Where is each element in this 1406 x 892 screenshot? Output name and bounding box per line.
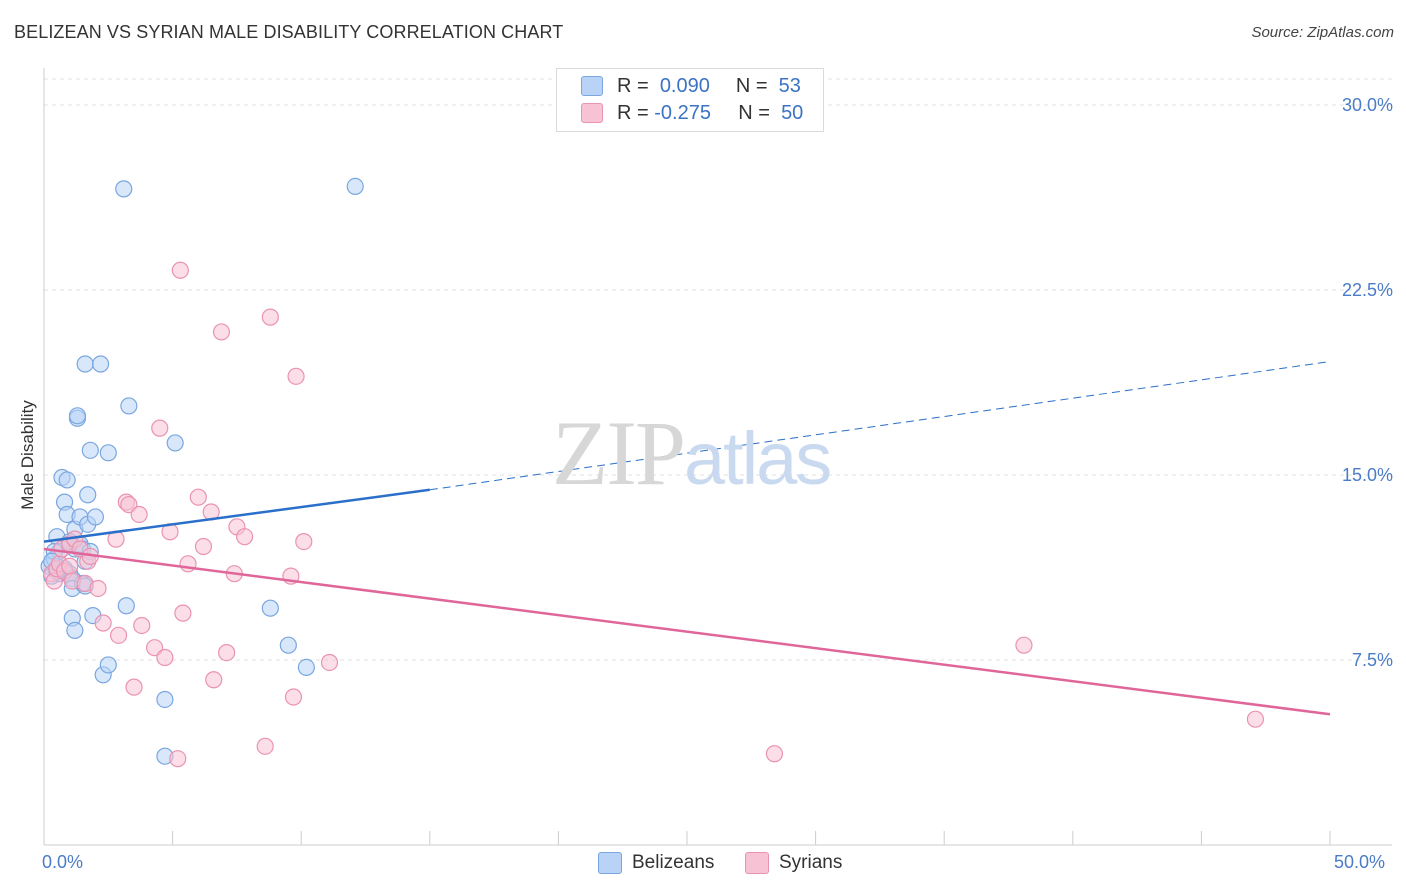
belizean-point [79,486,97,504]
trend-lines [43,361,1331,716]
syrians-trend-line [43,547,1331,716]
belizeans-trend-line [43,488,430,543]
chart-title: BELIZEAN VS SYRIAN MALE DISABILITY CORRE… [14,22,564,42]
belizean-point [86,508,105,526]
y-tick-label: 22.5% [1342,280,1393,300]
syrian-point [284,688,303,706]
syrian-point [61,557,79,575]
syrian-point [295,532,313,551]
syrian-point [256,737,274,755]
syrian-point [236,528,254,546]
legend-r-value: -0.275 [654,101,711,124]
y-tick-labels: 7.5% 15.0% 22.5% 30.0% [1342,95,1393,670]
belizean-point [279,636,297,654]
x-tick-label-max: 50.0% [1334,852,1386,872]
series-name: Syrians [779,852,843,873]
syrians-swatch-icon [581,103,603,123]
series-legend-belizeans: Belizeans [598,852,714,874]
syrian-point [174,604,192,622]
syrian-point [765,745,784,763]
syrians-legend-icon [745,852,769,874]
correlation-legend: R = 0.090 N = 53 R = -0.275 N = 50 [556,68,824,132]
belizean-point [58,471,76,489]
syrian-point [169,750,187,768]
y-tick-label: 15.0% [1342,465,1393,485]
x-tick-label-min: 0.0% [42,852,84,872]
syrian-point [133,616,151,635]
belizeans-trend-extension [429,361,1331,491]
legend-n-label: N = [735,74,768,97]
syrian-point [89,579,107,598]
syrians-points [43,261,1265,768]
syrian-point [156,648,174,667]
belizeans-swatch-icon [581,76,603,96]
belizean-point [76,355,94,373]
source-label: Source: ZipAtlas.com [1251,24,1394,41]
syrian-point [287,367,305,385]
syrian-point [261,308,279,326]
legend-n-label: N = [738,101,770,124]
syrian-point [109,626,128,644]
belizean-point [68,407,87,425]
legend-n-value: 50 [781,101,804,124]
syrian-point [189,488,207,506]
syrian-point [194,537,213,556]
belizean-point [346,177,364,195]
gridlines [44,78,1392,661]
y-axis-label: Male Disability [18,400,37,510]
syrian-point [212,323,231,341]
syrian-point [125,678,143,696]
belizean-point [297,658,315,677]
belizeans-legend-icon [598,852,622,874]
syrian-point [130,505,148,524]
syrian-point [1015,636,1033,654]
series-legend-syrians: Syrians [745,852,842,874]
y-tick-label: 7.5% [1352,650,1393,670]
legend-r-label: R = [617,74,649,97]
legend-r-label: R = [617,101,649,124]
axes [43,68,1392,846]
watermark-atlas: atlas [684,417,832,500]
belizean-point [115,180,133,198]
belizean-point [81,441,99,459]
series-name: Belizeans [632,852,715,873]
belizean-point [166,434,184,452]
syrian-point [151,419,169,437]
belizeans-points [40,177,364,765]
legend-row-syrians: R = -0.275 N = 50 [581,101,803,125]
syrian-point [205,671,223,689]
legend-row-belizeans: R = 0.090 N = 53 [581,74,801,98]
syrian-point [320,653,339,672]
legend-r-value: 0.090 [659,74,710,97]
syrian-point [94,614,112,632]
syrian-point [1246,710,1265,728]
belizean-point [99,444,117,462]
belizean-point [117,597,135,615]
syrian-point [171,261,189,279]
belizean-point [156,690,174,709]
y-tick-label: 30.0% [1342,95,1393,115]
legend-n-value: 53 [778,74,801,97]
watermark: ZIPatlas [552,400,832,506]
belizean-point [91,355,110,373]
syrian-point [218,643,236,662]
belizean-point [66,621,84,640]
series-legend: Belizeans Syrians [0,852,1406,878]
belizean-point [99,656,117,674]
belizean-point [120,397,138,415]
belizean-point [261,599,279,617]
watermark-zip: ZIP [552,402,686,504]
